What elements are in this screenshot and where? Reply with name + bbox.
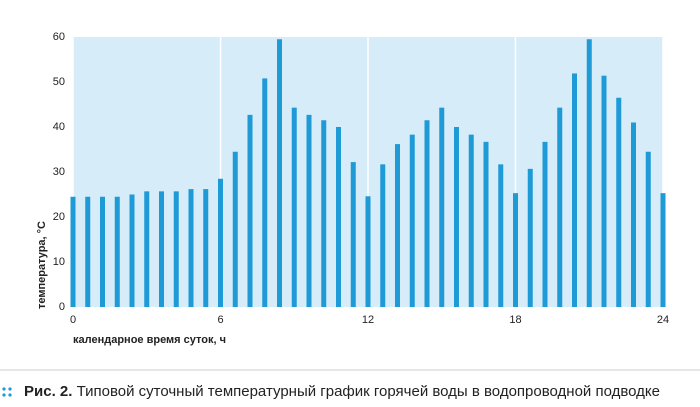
- bar: [350, 162, 356, 307]
- bar: [586, 39, 592, 307]
- bar: [631, 122, 636, 307]
- bar: [173, 191, 179, 307]
- bar: [601, 75, 607, 307]
- bar: [409, 134, 415, 307]
- x-tick-label: 0: [70, 314, 76, 326]
- x-tick-label: 18: [509, 314, 521, 326]
- bar: [232, 151, 238, 307]
- bar: [277, 39, 282, 307]
- y-tick-label: 30: [53, 166, 65, 178]
- y-tick-label: 60: [53, 31, 65, 43]
- caption-icon: [2, 387, 12, 397]
- bar: [188, 189, 194, 307]
- bar: [203, 189, 209, 307]
- bar: [513, 193, 518, 307]
- bar: [70, 196, 76, 307]
- x-tick-label: 6: [217, 314, 223, 326]
- bar: [395, 144, 400, 307]
- bar: [483, 141, 489, 307]
- bar: [572, 73, 577, 307]
- bar: [291, 107, 297, 308]
- x-tick-label: 12: [362, 314, 374, 326]
- bar: [144, 191, 150, 307]
- bar: [439, 107, 445, 308]
- bar: [454, 127, 459, 307]
- bar: [498, 164, 504, 307]
- caption-label: Рис. 2.: [24, 383, 72, 400]
- bar: [468, 134, 474, 307]
- bar: [336, 127, 341, 307]
- bar: [159, 191, 164, 307]
- x-axis-label: календарное время суток, ч: [73, 334, 226, 346]
- y-tick-label: 50: [53, 76, 65, 88]
- caption-text: Типовой суточный температурный график го…: [77, 383, 660, 400]
- y-tick-label: 20: [53, 211, 65, 223]
- bar: [527, 168, 533, 307]
- bar: [424, 120, 430, 307]
- bar: [542, 141, 548, 307]
- bar: [380, 164, 386, 307]
- y-tick-label: 10: [53, 256, 65, 268]
- bar: [100, 196, 105, 307]
- bar: [85, 196, 91, 307]
- x-tick-label: 24: [657, 314, 669, 326]
- bar: [616, 97, 622, 307]
- bar: [557, 107, 563, 308]
- y-tick-label: 0: [59, 301, 65, 313]
- bar: [218, 178, 223, 307]
- bar: [365, 196, 371, 307]
- bar: [262, 78, 268, 308]
- bar: [660, 193, 666, 307]
- bar: [114, 196, 120, 307]
- bar: [129, 194, 135, 307]
- bar: [306, 114, 312, 307]
- y-axis-label: температура, °C: [36, 221, 48, 309]
- bar: [645, 151, 651, 307]
- bar: [321, 120, 327, 307]
- bar: [247, 114, 253, 307]
- caption: Рис. 2. Типовой суточный температурный г…: [24, 383, 660, 400]
- y-tick-label: 40: [53, 121, 65, 133]
